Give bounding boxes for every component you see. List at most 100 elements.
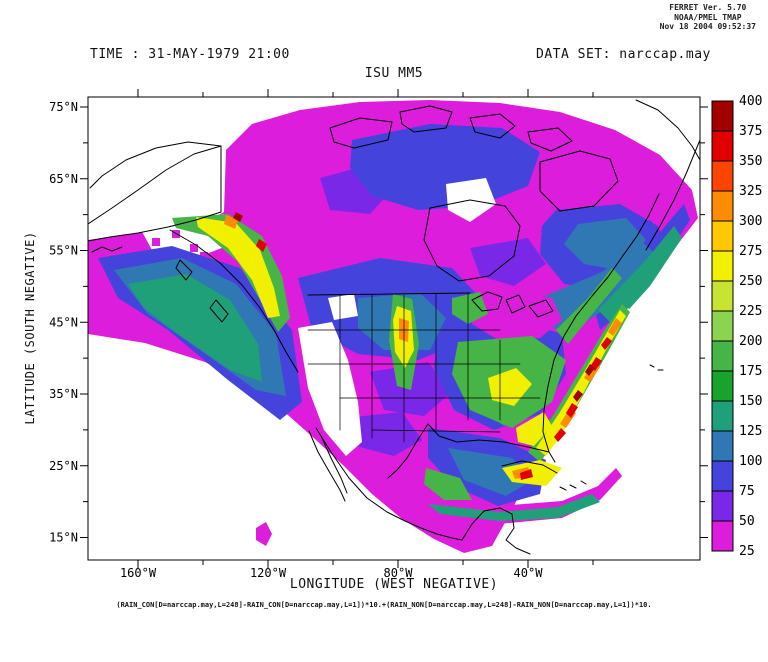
- field-region: [448, 448, 532, 496]
- y-tick-label: 15°N: [49, 531, 78, 545]
- field-region: [573, 390, 583, 402]
- colorbar-value: 125: [739, 424, 762, 439]
- ferret-credit: FERRET Ver. 5.70 NOAA/PMEL TMAP Nov 18 2…: [660, 3, 756, 32]
- colorbar-cell: [711, 190, 734, 222]
- field-region: [350, 124, 540, 210]
- field-region: [470, 238, 546, 286]
- colorbar-value: 50: [739, 514, 755, 529]
- field-region: [128, 274, 262, 382]
- coastline: [169, 229, 299, 373]
- coastline: [89, 141, 222, 189]
- coastline: [91, 246, 123, 253]
- field-region: [520, 469, 533, 480]
- coastline: [387, 423, 429, 479]
- coastline: [501, 460, 558, 474]
- y-tick-label: 65°N: [49, 172, 78, 186]
- colorbar-cell: [711, 430, 734, 462]
- y-tick-label: 25°N: [49, 459, 78, 473]
- colorbar-value: 150: [739, 394, 762, 409]
- colorbar-cell: [711, 130, 734, 162]
- x-axis-title: LONGITUDE (WEST NEGATIVE): [289, 577, 499, 592]
- field-region: [488, 368, 532, 406]
- x-tick-label: 80°W: [384, 566, 414, 580]
- field-region: [554, 428, 566, 442]
- colorbar-cell: [711, 520, 734, 552]
- coastline: [88, 145, 222, 225]
- field-region: [328, 294, 358, 320]
- field-region: [256, 522, 272, 546]
- coastline: [539, 150, 619, 212]
- coastline: [423, 199, 521, 282]
- y-tick-label: 55°N: [49, 244, 78, 258]
- y-tick-label: 75°N: [49, 100, 78, 114]
- coastline: [320, 435, 348, 494]
- field-region: [566, 403, 578, 418]
- coastline: [471, 291, 503, 312]
- ferret-timestamp-line: Nov 18 2004 09:52:37: [659, 22, 756, 31]
- colorbar-cell: [711, 370, 734, 402]
- coastline: [635, 99, 700, 161]
- colorbar-cell: [711, 460, 734, 492]
- coastline: [175, 259, 193, 281]
- coastline: [591, 193, 660, 297]
- colorbar-value: 325: [739, 184, 762, 199]
- colorbar-value: 350: [739, 154, 762, 169]
- field-region: [601, 337, 612, 350]
- field-region: [298, 322, 362, 456]
- coastline: [469, 113, 516, 139]
- x-tick-label: 160°W: [120, 566, 157, 580]
- coastline: [527, 127, 573, 152]
- coastline: [505, 294, 526, 314]
- colorbar-value: 175: [739, 364, 762, 379]
- y-tick-label: 45°N: [49, 315, 78, 329]
- field-region: [608, 318, 622, 336]
- dataset-label: DATA SET: narccap.may: [536, 47, 711, 62]
- outline-layer: [88, 99, 700, 555]
- coastline: [559, 480, 587, 491]
- colorbar-cell: [711, 220, 734, 252]
- field-region: [598, 226, 682, 326]
- field-region: [344, 412, 422, 456]
- field-region: [233, 212, 243, 222]
- colorbar-cell: [711, 400, 734, 432]
- field-region: [636, 97, 700, 212]
- colorbar-value: 250: [739, 274, 762, 289]
- colorbar-frame: [711, 100, 734, 552]
- plot-title: ISU MM5: [364, 66, 424, 81]
- field-region: [424, 468, 472, 500]
- coastline: [307, 292, 471, 296]
- colorbar-cell: [711, 160, 734, 192]
- ferret-org-line: NOAA/PMEL TMAP: [674, 12, 742, 22]
- colorbar-value: 400: [739, 94, 762, 109]
- colorbar-cell: [711, 340, 734, 372]
- coastline: [542, 295, 593, 463]
- plot-caption: (RAIN_CON[D=narccap.may,L=248]-RAIN_CON[…: [116, 601, 652, 609]
- y-tick-label: 35°N: [49, 387, 78, 401]
- field-region: [196, 217, 280, 318]
- coastline: [88, 211, 222, 242]
- coastline: [307, 329, 541, 433]
- colorbar-value: 100: [739, 454, 762, 469]
- colorbar-value: 25: [739, 544, 755, 559]
- x-tick-label: 120°W: [250, 566, 287, 580]
- coastline: [461, 507, 531, 555]
- coastline: [427, 423, 550, 453]
- field-region: [428, 494, 600, 521]
- field-layer: [88, 97, 700, 553]
- colorbar-value: 200: [739, 334, 762, 349]
- colorbar-cell: [711, 490, 734, 522]
- time-label: TIME : 31-MAY-1979 21:00: [90, 47, 290, 62]
- colorbar-value: 275: [739, 244, 762, 259]
- colorbar-cell: [711, 250, 734, 282]
- field-region: [556, 268, 622, 344]
- colorbar-value: 375: [739, 124, 762, 139]
- field-region: [585, 364, 595, 376]
- field-region: [564, 218, 646, 270]
- colorbar-cell: [711, 310, 734, 342]
- coastline: [399, 105, 453, 133]
- x-tick-label: 40°W: [514, 566, 544, 580]
- ferret-version-line: FERRET Ver. 5.70: [669, 3, 747, 12]
- coastline: [329, 117, 393, 149]
- colorbar-cell: [711, 280, 734, 312]
